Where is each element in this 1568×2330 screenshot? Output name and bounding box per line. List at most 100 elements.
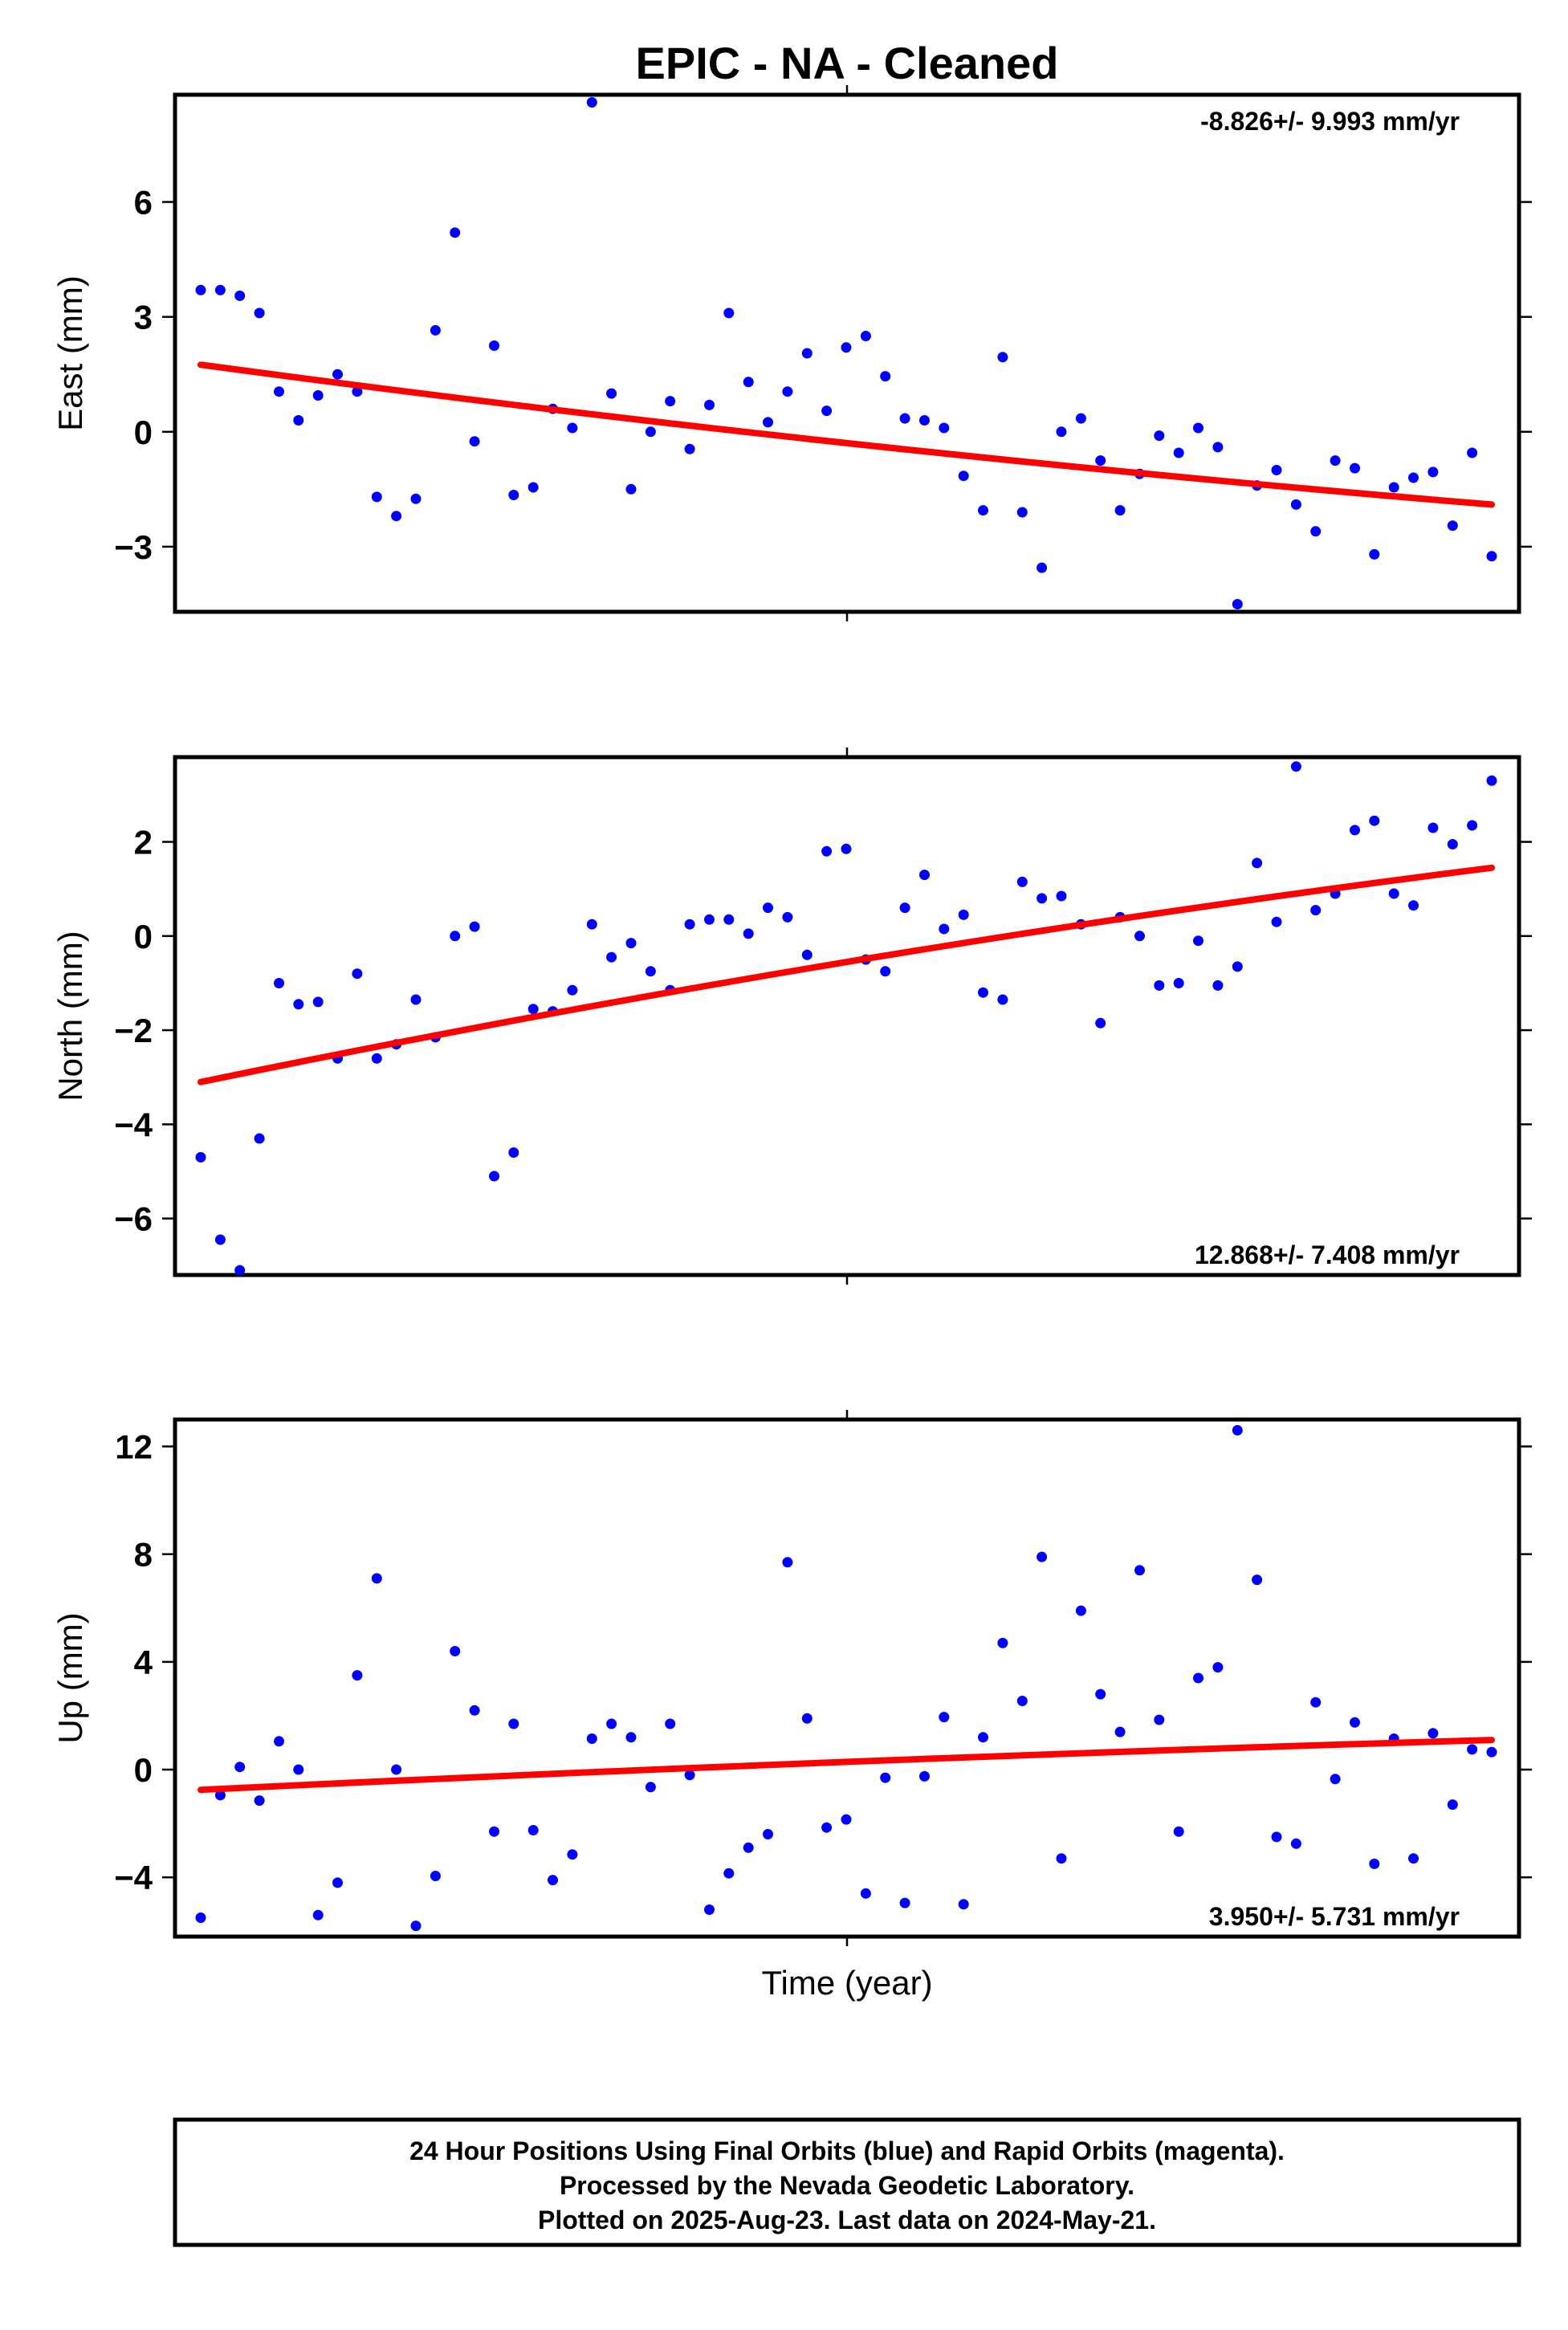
up-data-point — [1486, 1746, 1497, 1758]
east-data-point — [899, 413, 910, 424]
east-data-point — [704, 399, 715, 410]
north-data-point — [625, 938, 637, 949]
east-data-point — [1467, 447, 1478, 458]
north-data-point — [1369, 815, 1380, 826]
east-data-point — [391, 511, 402, 522]
up-data-point — [1271, 1831, 1282, 1843]
footer-box — [173, 2117, 1521, 2247]
north-data-points — [195, 761, 1497, 1276]
east-data-point — [645, 426, 656, 438]
x-axis-label: Time (year) — [761, 1964, 932, 2002]
north-data-point — [606, 951, 617, 963]
north-data-point — [899, 902, 910, 914]
up-ytick-label: 0 — [134, 1751, 153, 1789]
north-data-point — [1467, 820, 1478, 831]
north-data-point — [939, 923, 950, 935]
up-data-point — [1075, 1605, 1086, 1616]
up-data-point — [489, 1826, 499, 1837]
east-data-point — [801, 348, 813, 359]
north-ytick-label: −2 — [114, 1012, 153, 1049]
north-data-point — [1154, 980, 1165, 991]
footer-line-3: Plotted on 2025-Aug-23. Last data on 202… — [538, 2206, 1156, 2234]
up-data-point — [939, 1712, 950, 1723]
north-data-point — [274, 978, 284, 988]
north-rate-label: 12.868+/- 7.408 mm/yr — [1195, 1240, 1460, 1269]
east-data-point — [606, 388, 617, 399]
north-data-point — [1016, 876, 1028, 887]
footer-line-1: 24 Hour Positions Using Final Orbits (bl… — [409, 2137, 1285, 2165]
north-ytick-label: 2 — [134, 824, 153, 862]
up-data-point — [508, 1718, 519, 1729]
north-data-point — [1212, 980, 1224, 991]
north-data-point — [508, 1147, 519, 1158]
north-data-point — [821, 845, 833, 857]
north-data-point — [763, 902, 773, 914]
north-data-point — [1310, 905, 1322, 916]
up-data-point — [841, 1814, 852, 1825]
north-ytick-label: −4 — [114, 1106, 153, 1143]
east-data-point — [293, 415, 304, 426]
north-data-point — [254, 1133, 265, 1144]
up-data-point — [410, 1921, 422, 1932]
north-data-point — [880, 966, 891, 977]
north-data-point — [1271, 916, 1282, 927]
up-data-point — [821, 1822, 833, 1833]
east-data-point — [410, 493, 422, 504]
north-data-point — [723, 914, 735, 925]
up-data-point — [391, 1764, 402, 1775]
up-data-point — [899, 1897, 910, 1908]
up-data-point — [919, 1770, 930, 1782]
north-data-point — [782, 911, 793, 923]
east-data-point — [508, 490, 519, 500]
north-trend-line — [198, 864, 1495, 1086]
north-plot-frame — [173, 755, 1521, 1277]
footer-line-2: Processed by the Nevada Geodetic Laborat… — [560, 2171, 1134, 2200]
panels: 6 3 0 −3 East (mm) -8.826+/- 9.993 mm/yr 2 0 −2 −… — [51, 85, 1532, 1946]
east-data-point — [1037, 562, 1048, 573]
north-data-point — [645, 966, 656, 977]
east-data-point — [1310, 526, 1322, 537]
up-data-point — [860, 1888, 871, 1899]
east-data-point — [450, 227, 461, 238]
up-data-point — [1467, 1744, 1478, 1755]
east-data-point — [1212, 442, 1224, 453]
east-data-point — [684, 443, 695, 454]
east-data-point — [821, 405, 833, 417]
north-data-point — [195, 1151, 206, 1163]
east-data-point — [1486, 551, 1497, 562]
north-ytick-label: 0 — [134, 918, 153, 955]
up-ytick-label: 8 — [134, 1536, 153, 1574]
up-data-point — [195, 1912, 206, 1923]
north-data-point — [1408, 900, 1419, 911]
east-data-point — [371, 491, 382, 503]
up-data-point — [801, 1713, 813, 1724]
up-ytick-label: −4 — [114, 1859, 153, 1896]
north-y-axis-label: North (mm) — [51, 931, 89, 1101]
north-data-point — [527, 1004, 539, 1015]
up-data-point — [1037, 1551, 1048, 1562]
north-data-point — [841, 843, 852, 854]
north-data-point — [1486, 775, 1497, 786]
north-data-point — [1173, 978, 1184, 988]
north-data-point — [312, 996, 324, 1008]
up-data-point — [1016, 1696, 1028, 1706]
north-data-point — [489, 1171, 499, 1182]
north-data-point — [586, 919, 597, 930]
up-data-point — [606, 1718, 617, 1729]
east-data-point — [860, 331, 871, 341]
north-data-point — [1056, 890, 1067, 902]
up-data-point — [352, 1670, 363, 1681]
east-data-point — [195, 284, 206, 295]
east-data-point — [743, 377, 754, 388]
east-data-point — [978, 505, 988, 516]
north-data-point — [1388, 888, 1399, 899]
north-data-point — [1095, 1017, 1106, 1029]
east-data-point — [1369, 548, 1380, 560]
up-data-point — [645, 1782, 656, 1793]
east-data-point — [274, 386, 284, 397]
east-data-point — [214, 284, 226, 295]
east-data-point — [254, 308, 265, 319]
east-data-point — [312, 390, 324, 401]
east-data-point — [880, 371, 891, 382]
up-ytick-label: 4 — [134, 1644, 153, 1681]
